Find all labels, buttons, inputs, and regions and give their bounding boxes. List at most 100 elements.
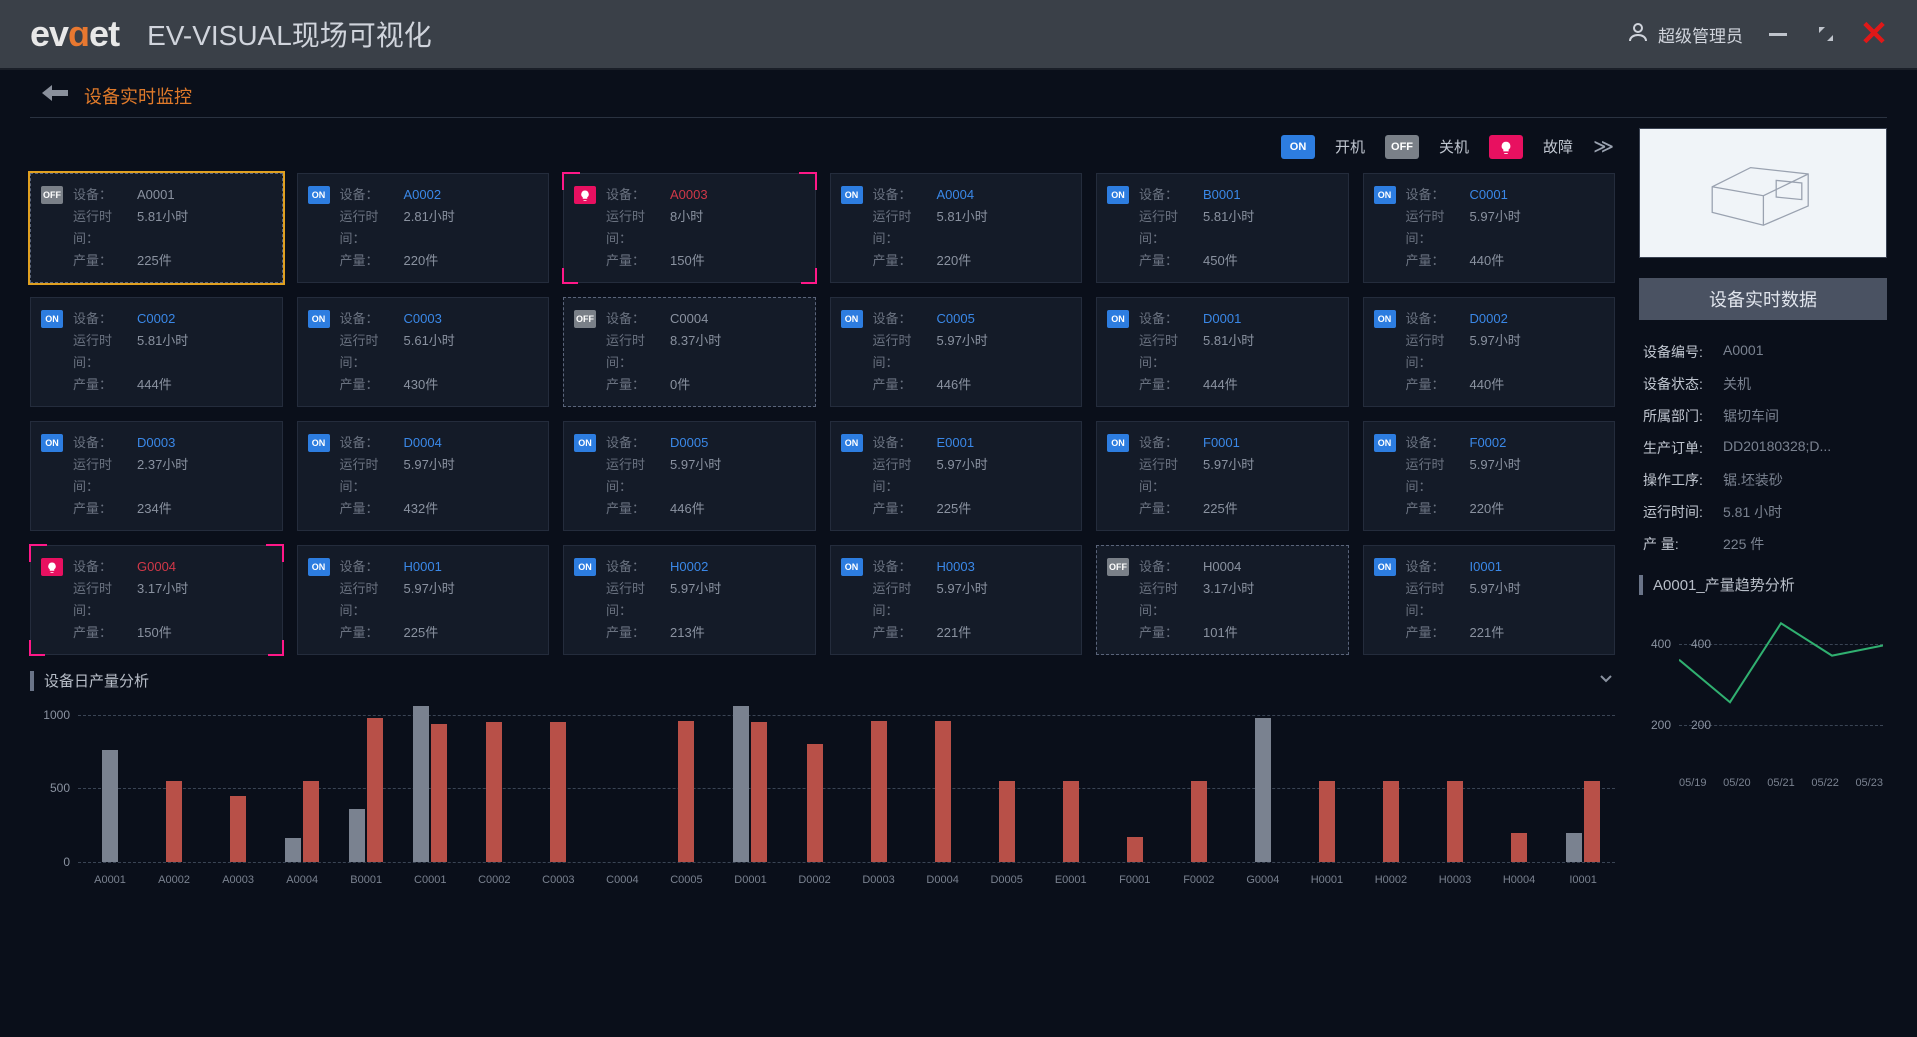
label-runtime: 运行时间： [606, 578, 670, 622]
device-card[interactable]: ON 设备：I0001 运行时间：5.97小时 产量：221件 [1363, 545, 1616, 655]
device-card[interactable]: ON 设备：D0002 运行时间：5.97小时 产量：440件 [1363, 297, 1616, 407]
realtime-label: 所属部门: [1643, 406, 1723, 426]
device-id: H0003 [937, 556, 975, 578]
device-card[interactable]: ON 设备：D0004 运行时间：5.97小时 产量：432件 [297, 421, 550, 531]
device-runtime: 5.81小时 [1203, 206, 1254, 250]
label-device: 设备： [606, 184, 670, 206]
device-card[interactable]: ON 设备：H0002 运行时间：5.97小时 产量：213件 [563, 545, 816, 655]
legend-error-label: 故障 [1543, 136, 1573, 157]
legend-more-icon[interactable]: ≫ [1593, 134, 1611, 159]
realtime-value: 5.81 小时 [1723, 502, 1782, 522]
label-device: 设备： [873, 184, 937, 206]
current-user[interactable]: 超级管理员 [1626, 20, 1743, 49]
bar-group: A0001 [78, 750, 142, 862]
device-card[interactable]: ON 设备：F0001 运行时间：5.97小时 产量：225件 [1096, 421, 1349, 531]
bar-xlabel: C0002 [478, 874, 510, 886]
device-id: F0002 [1470, 432, 1507, 454]
label-device: 设备： [873, 308, 937, 330]
bar-red [230, 796, 246, 862]
device-id: A0004 [937, 184, 975, 206]
restore-button[interactable] [1813, 21, 1839, 47]
label-device: 设备： [340, 184, 404, 206]
realtime-value: 关机 [1723, 374, 1751, 394]
device-card[interactable]: ON 设备：B0001 运行时间：5.81小时 产量：450件 [1096, 173, 1349, 283]
bar-xlabel: D0003 [862, 874, 894, 886]
label-runtime: 运行时间： [73, 206, 137, 250]
bar-red [807, 744, 823, 862]
bar-red [1447, 781, 1463, 862]
back-arrow-icon[interactable] [40, 82, 70, 109]
device-card[interactable]: ON 设备：C0005 运行时间：5.97小时 产量：446件 [830, 297, 1083, 407]
device-card[interactable]: ON 设备：C0002 运行时间：5.81小时 产量：444件 [30, 297, 283, 407]
bar-group: B0001 [334, 718, 398, 862]
device-id: C0003 [404, 308, 442, 330]
device-id: D0005 [670, 432, 708, 454]
device-card[interactable]: ON 设备：H0001 运行时间：5.97小时 产量：225件 [297, 545, 550, 655]
device-output: 220件 [404, 250, 439, 272]
device-card[interactable]: 设备：A0003 运行时间：8小时 产量：150件 [563, 173, 816, 283]
device-card[interactable]: ON 设备：F0002 运行时间：5.97小时 产量：220件 [1363, 421, 1616, 531]
realtime-row: 运行时间: 5.81 小时 [1639, 496, 1887, 528]
bar-xlabel: F0002 [1183, 874, 1214, 886]
device-card[interactable]: 设备：G0004 运行时间：3.17小时 产量：150件 [30, 545, 283, 655]
minimize-button[interactable] [1765, 21, 1791, 47]
label-output: 产量： [340, 498, 404, 520]
user-icon [1626, 20, 1650, 49]
device-card[interactable]: ON 设备：A0002 运行时间：2.81小时 产量：220件 [297, 173, 550, 283]
label-output: 产量： [73, 374, 137, 396]
label-output: 产量： [1406, 498, 1470, 520]
device-card[interactable]: OFF 设备：H0004 运行时间：3.17小时 产量：101件 [1096, 545, 1349, 655]
device-id: H0002 [670, 556, 708, 578]
bar-group: E0001 [1039, 781, 1103, 862]
device-card[interactable]: ON 设备：D0001 运行时间：5.81小时 产量：444件 [1096, 297, 1349, 407]
device-card[interactable]: ON 设备：D0003 运行时间：2.37小时 产量：234件 [30, 421, 283, 531]
close-button[interactable]: ✕ [1861, 21, 1887, 47]
bar-group: C0003 [526, 722, 590, 862]
bar-chart-toggle-icon[interactable] [1597, 669, 1615, 692]
label-output: 产量： [606, 250, 670, 272]
device-card[interactable]: ON 设备：E0001 运行时间：5.97小时 产量：225件 [830, 421, 1083, 531]
label-runtime: 运行时间： [873, 578, 937, 622]
bar-red [1063, 781, 1079, 862]
device-card[interactable]: ON 设备：C0001 运行时间：5.97小时 产量：440件 [1363, 173, 1616, 283]
bar-xlabel: C0004 [606, 874, 638, 886]
device-card[interactable]: OFF 设备：C0004 运行时间：8.37小时 产量：0件 [563, 297, 816, 407]
label-output: 产量： [606, 374, 670, 396]
label-device: 设备： [1406, 308, 1470, 330]
user-name: 超级管理员 [1658, 22, 1743, 47]
bar-red [1383, 781, 1399, 862]
bar-group: D0001 [718, 706, 782, 862]
label-device: 设备： [1406, 184, 1470, 206]
device-card[interactable]: ON 设备：H0003 运行时间：5.97小时 产量：221件 [830, 545, 1083, 655]
label-device: 设备： [1139, 432, 1203, 454]
device-output: 446件 [937, 374, 972, 396]
bar-red [431, 724, 447, 862]
app-header: evɑet EV-VISUAL现场可视化 超级管理员 ✕ [0, 0, 1917, 70]
device-output: 432件 [404, 498, 439, 520]
device-card[interactable]: ON 设备：A0004 运行时间：5.81小时 产量：220件 [830, 173, 1083, 283]
bar-xlabel: G0004 [1246, 874, 1279, 886]
line-chart-header: A0001_产量趋势分析 [1639, 574, 1887, 595]
device-runtime: 5.97小时 [404, 454, 455, 498]
device-id: C0002 [137, 308, 175, 330]
device-id: I0001 [1470, 556, 1503, 578]
bar-red [1584, 781, 1600, 862]
label-runtime: 运行时间： [606, 454, 670, 498]
device-status-chip: ON [1374, 186, 1396, 204]
bar-chart-title: 设备日产量分析 [44, 670, 149, 691]
realtime-row: 所属部门: 锯切车间 [1639, 400, 1887, 432]
device-status-chip: OFF [574, 310, 596, 328]
label-runtime: 运行时间： [1139, 578, 1203, 622]
device-status-chip: ON [41, 434, 63, 452]
device-id: H0001 [404, 556, 442, 578]
device-card[interactable]: ON 设备：D0005 运行时间：5.97小时 产量：446件 [563, 421, 816, 531]
device-card[interactable]: ON 设备：C0003 运行时间：5.61小时 产量：430件 [297, 297, 550, 407]
device-id: A0001 [137, 184, 175, 206]
device-output: 440件 [1470, 374, 1505, 396]
label-runtime: 运行时间： [1139, 454, 1203, 498]
label-runtime: 运行时间： [606, 330, 670, 374]
device-card[interactable]: OFF 设备：A0001 运行时间：5.81小时 产量：225件 [30, 173, 283, 283]
device-runtime: 5.97小时 [670, 578, 721, 622]
label-runtime: 运行时间： [1406, 454, 1470, 498]
bar-grey [413, 706, 429, 862]
